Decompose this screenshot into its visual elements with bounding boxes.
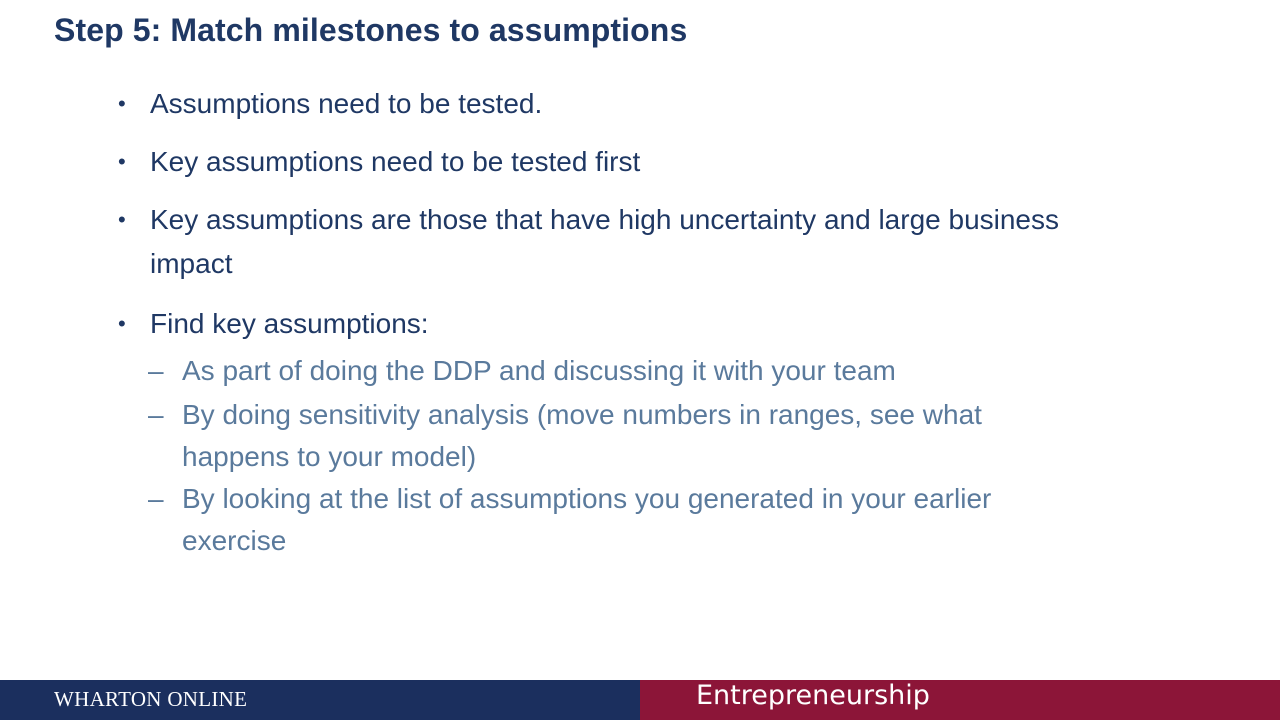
bullet-text: Key assumptions are those that have high… (150, 204, 1060, 279)
bullet-text: Assumptions need to be tested. (150, 88, 543, 119)
wharton-online-wordmark: WHARTON ONLINE (54, 687, 248, 711)
sub-bullet-text: By looking at the list of assumptions yo… (182, 483, 992, 556)
course-name: Entrepreneurship (696, 680, 930, 711)
sub-bullet-marker: – (148, 355, 164, 386)
footer-right-band: Entrepreneurship (640, 680, 1280, 720)
bullet-text: Key assumptions need to be tested first (150, 146, 641, 177)
bullet-text: Find key assumptions: (150, 308, 429, 339)
bullet-list: • Assumptions need to be tested. • Key a… (118, 88, 1060, 556)
footer-left-band: WHARTON ONLINE (0, 680, 640, 720)
bullet-marker: • (118, 207, 126, 232)
bullet-marker: • (118, 311, 126, 336)
sub-bullet-marker: – (148, 483, 164, 514)
slide-title: Step 5: Match milestones to assumptions (54, 12, 688, 48)
sub-bullet-text: As part of doing the DDP and discussing … (182, 355, 896, 386)
sub-bullet-text: By doing sensitivity analysis (move numb… (182, 399, 982, 472)
bullet-marker: • (118, 149, 126, 174)
sub-bullet-marker: – (148, 399, 164, 430)
bullet-marker: • (118, 91, 126, 116)
